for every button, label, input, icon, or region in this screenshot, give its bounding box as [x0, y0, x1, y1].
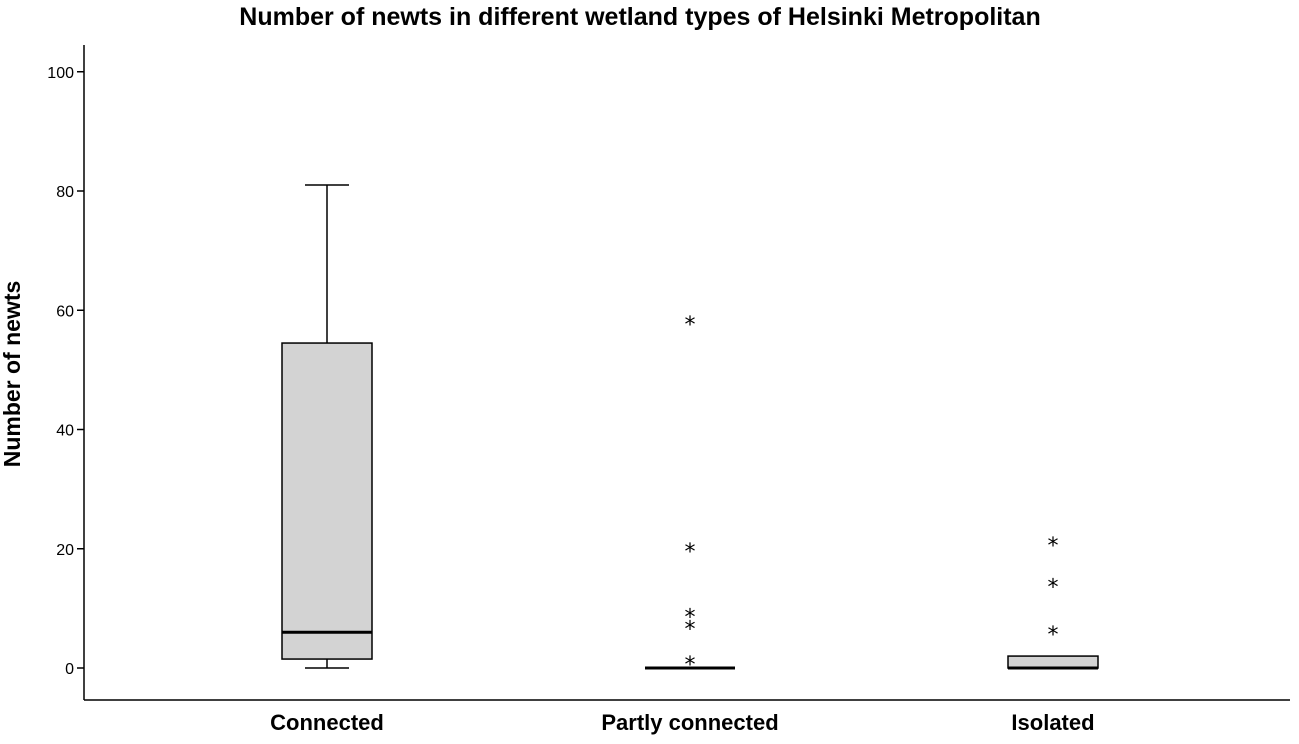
y-tick-label: 60 [56, 303, 74, 320]
category-label: Partly connected [601, 710, 778, 735]
box-iqr [1007, 655, 1099, 669]
outlier-point: * [1048, 534, 1059, 559]
box-iqr [281, 342, 373, 660]
box-group-connected [281, 184, 373, 669]
y-tick-label: 40 [56, 423, 74, 440]
y-ticks: 0 20 40 60 80 100 [47, 65, 84, 678]
box-group-isolated: * * * [1007, 534, 1099, 670]
outlier-point: * [685, 617, 696, 642]
outlier-point: * [685, 605, 696, 630]
y-tick-label: 0 [65, 661, 74, 678]
box-group-partly-connected: ***** [645, 313, 735, 678]
outlier-point: * [685, 313, 696, 338]
chart-title: Number of newts in different wetland typ… [239, 3, 1040, 31]
y-tick-label: 20 [56, 542, 74, 559]
y-tick-label: 100 [47, 65, 74, 82]
outlier-point: * [685, 653, 696, 678]
outlier-point: * [1048, 576, 1059, 601]
outlier-point: * [685, 540, 696, 565]
outlier-point: * [1048, 623, 1059, 648]
category-label: Isolated [1011, 710, 1094, 735]
category-labels: Connected Partly connected Isolated [270, 710, 1094, 735]
category-label: Connected [270, 710, 384, 735]
y-tick-label: 80 [56, 184, 74, 201]
y-axis-title: Number of newts [0, 281, 25, 468]
boxes: ******** [281, 184, 1099, 678]
